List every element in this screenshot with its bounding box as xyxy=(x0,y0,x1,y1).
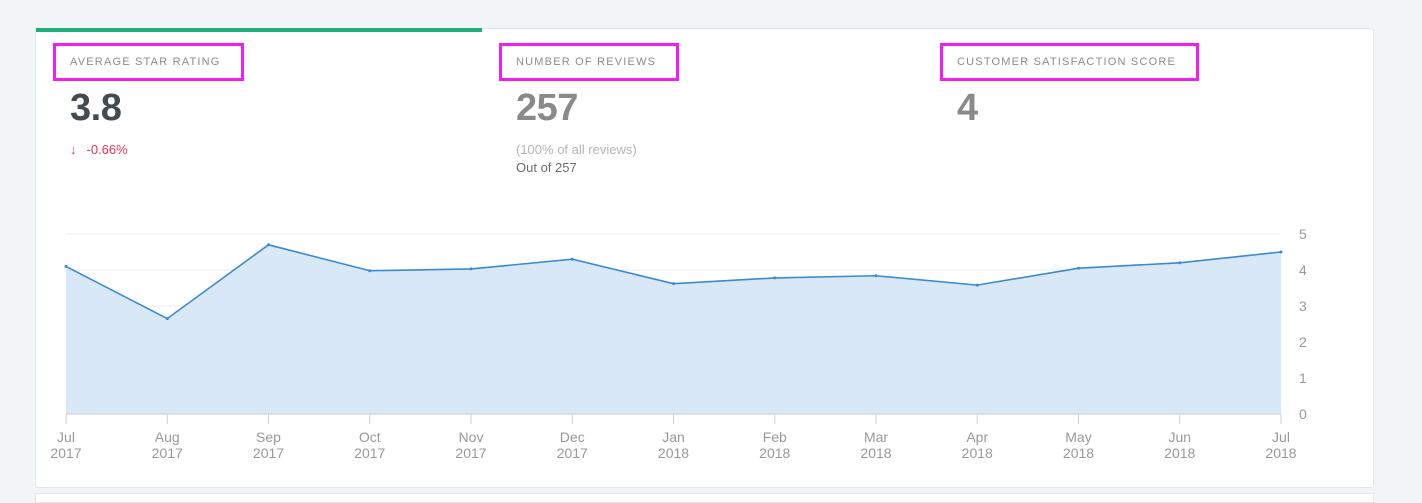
data-point xyxy=(1077,266,1080,270)
x-tick-label: 2018 xyxy=(759,445,790,461)
y-tick-label: 4 xyxy=(1299,262,1307,278)
data-point xyxy=(874,274,878,278)
x-tick-label: 2018 xyxy=(658,445,689,461)
x-tick-label: 2018 xyxy=(1265,445,1296,461)
data-point xyxy=(267,243,270,247)
x-tick-label: 2017 xyxy=(455,445,486,461)
x-tick-label: 2017 xyxy=(557,445,588,461)
x-tick-label: 2018 xyxy=(962,445,993,461)
data-point xyxy=(1279,250,1283,254)
data-point xyxy=(672,282,675,286)
metric-average-star-rating[interactable]: AVERAGE STAR RATING 3.8 ↓ -0.66% xyxy=(53,43,244,157)
series-area xyxy=(66,244,1281,414)
y-tick-label: 2 xyxy=(1299,334,1307,350)
metric-label: AVERAGE STAR RATING xyxy=(53,43,244,81)
x-tick-label: Mar xyxy=(864,429,888,445)
x-tick-label: 2017 xyxy=(152,445,183,461)
change-indicator: ↓ -0.66% xyxy=(70,142,244,157)
x-tick-label: Jul xyxy=(1272,429,1290,445)
data-point xyxy=(1178,261,1182,265)
x-tick-label: Feb xyxy=(763,429,787,445)
data-point xyxy=(975,283,979,287)
metric-number-of-reviews[interactable]: NUMBER OF REVIEWS 257 (100% of all revie… xyxy=(499,43,680,175)
y-tick-label: 0 xyxy=(1299,406,1307,422)
y-tick-label: 5 xyxy=(1299,226,1307,242)
x-tick-label: 2017 xyxy=(354,445,385,461)
x-tick-label: 2017 xyxy=(253,445,284,461)
x-tick-label: Jul xyxy=(57,429,75,445)
x-tick-label: Jun xyxy=(1168,429,1191,445)
reviews-percentage: (100% of all reviews) xyxy=(516,142,637,157)
x-tick-label: Nov xyxy=(459,429,484,445)
reviews-total: Out of 257 xyxy=(516,160,577,175)
next-card-edge xyxy=(35,493,1374,503)
data-point xyxy=(368,269,372,273)
metric-value: 3.8 xyxy=(70,87,122,129)
x-tick-label: Aug xyxy=(155,429,180,445)
x-tick-label: Jan xyxy=(662,429,685,445)
x-tick-label: 2018 xyxy=(860,445,891,461)
x-tick-label: 2017 xyxy=(50,445,81,461)
metric-label: NUMBER OF REVIEWS xyxy=(499,43,680,81)
data-point xyxy=(773,276,777,280)
y-tick-label: 1 xyxy=(1299,370,1307,386)
x-tick-label: Dec xyxy=(560,429,585,445)
x-tick-label: Oct xyxy=(359,429,381,445)
y-tick-label: 3 xyxy=(1299,298,1307,314)
data-point xyxy=(469,267,473,271)
active-tab-indicator xyxy=(36,28,482,32)
metric-customer-satisfaction-score[interactable]: CUSTOMER SATISFACTION SCORE 4 xyxy=(940,43,1200,130)
metric-value: 257 xyxy=(516,87,578,129)
arrow-down-icon: ↓ xyxy=(70,142,77,157)
x-tick-label: 2018 xyxy=(1164,445,1195,461)
metric-value: 4 xyxy=(957,87,978,129)
x-tick-label: Sep xyxy=(256,429,281,445)
x-tick-label: May xyxy=(1065,429,1091,445)
metric-label: CUSTOMER SATISFACTION SCORE xyxy=(940,43,1200,81)
x-tick-label: 2018 xyxy=(1063,445,1094,461)
x-tick-label: Apr xyxy=(966,429,988,445)
change-value: -0.66% xyxy=(86,142,128,157)
data-point xyxy=(64,264,68,268)
data-point xyxy=(165,317,169,321)
data-point xyxy=(570,257,574,261)
